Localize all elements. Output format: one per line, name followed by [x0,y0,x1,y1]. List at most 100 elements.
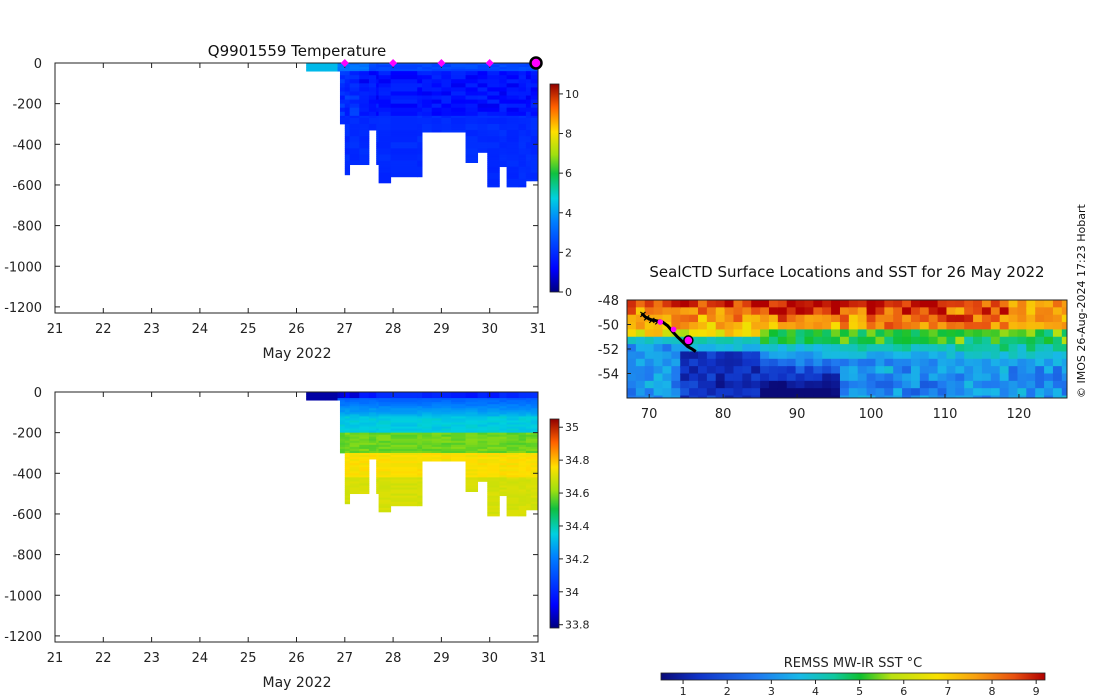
section-cell [339,69,346,72]
section-cell [376,117,380,121]
section-cell [339,402,346,405]
sst-cell [937,307,948,317]
section-cell [441,71,452,74]
sst-cell [848,380,860,390]
section-cell [530,489,538,492]
section-cell [525,168,532,172]
section-cell [451,400,466,403]
section-cell [376,414,380,417]
section-cell [465,130,479,133]
sst-cell [662,307,673,317]
x-tick-label: 28 [385,322,402,337]
section-cell [376,95,380,98]
section-cell [477,467,488,470]
section-cell [530,71,538,74]
section-cell [441,105,452,109]
section-cell [506,396,520,399]
sst-cell [839,351,851,361]
sst-cell [822,358,833,368]
sst-cell [1026,322,1037,331]
section-cell [378,130,392,133]
section-cell [518,467,527,470]
section-cell [368,77,377,80]
section-cell [422,404,433,407]
sst-cell [919,388,931,398]
section-cell [487,448,500,452]
section-cell [530,174,538,178]
section-cell [518,442,527,446]
section-cell [422,63,433,66]
section-cell [339,77,346,80]
section-cell [525,178,532,182]
sst-cell [973,336,984,346]
section-cell [417,128,423,131]
section-cell [359,154,370,157]
sst-cell [662,380,673,390]
section-cell [530,150,538,153]
section-cell [530,499,538,503]
section-cell [390,444,418,448]
section-cell [506,176,520,180]
section-cell [376,105,380,109]
section-cell [344,418,351,421]
section-cell [465,69,479,72]
section-cell [349,471,360,474]
section-cell [465,459,479,462]
section-cell [477,109,488,113]
section-cell [441,111,452,115]
section-cell [487,428,500,432]
sst-cell [697,358,709,368]
section-cell [376,406,380,409]
section-cell [431,436,442,440]
section-cell [359,103,370,107]
sst-cell [999,329,1011,339]
section-cell [441,446,452,450]
section-cell [441,428,452,432]
x-tick-label: 30 [481,651,498,666]
section-cell [530,495,538,499]
section-cell [506,503,520,507]
sst-cell [662,373,673,383]
section-cell [368,111,377,115]
sst-cell [1026,380,1037,390]
section-cell [390,487,418,490]
section-cell [465,136,479,139]
sst-cell [946,380,957,390]
section-cell [344,410,351,413]
section-cell [376,119,380,123]
section-cell [417,444,423,448]
section-cell [499,121,508,125]
section-cell [337,67,341,70]
section-cell [378,465,392,468]
section-cell [306,63,326,66]
sst-cell [1044,380,1055,390]
section-cell [376,89,380,92]
section-cell [359,400,370,403]
section-cell [368,422,377,425]
section-cell [487,126,500,129]
sst-cell [893,380,904,390]
section-cell [477,95,488,98]
section-cell [506,117,520,121]
seal-track-cross: × [648,316,656,327]
sst-cell [839,314,851,324]
section-cell [359,113,370,117]
sst-cell [831,336,842,346]
section-cell [465,140,479,143]
sst-cell [990,351,1002,361]
section-cell [417,497,423,501]
section-cell [344,422,351,425]
section-cell [525,87,532,90]
sst-cell [768,380,780,390]
section-cell [451,95,466,98]
section-cell [339,424,346,427]
section-cell [390,436,418,440]
sst-cell [795,351,806,361]
section-cell [499,491,508,495]
sst-cell [689,366,700,375]
sst-cell [999,314,1011,324]
section-cell [465,81,479,84]
section-cell [422,105,433,109]
sst-cell [955,329,966,339]
section-cell [465,479,479,482]
